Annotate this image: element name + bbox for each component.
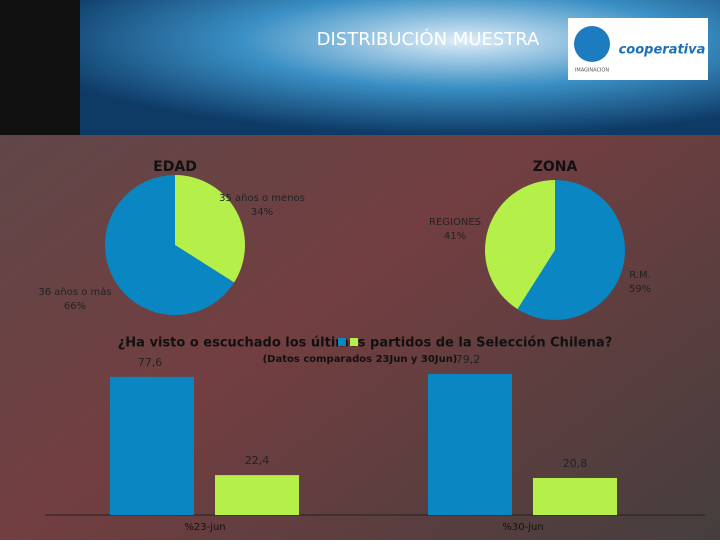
- value-label: 22,4: [245, 454, 270, 467]
- slice-label: REGIONES: [429, 217, 481, 228]
- chart-subtitle: (Datos comparados 23Jun y 30Jun): [263, 354, 458, 365]
- pie-slice: [175, 175, 245, 283]
- slice-value: 66%: [64, 301, 86, 312]
- logo-sub: IMAGINACION: [575, 68, 609, 74]
- logo-globe: [574, 26, 610, 62]
- bar: [533, 477, 617, 515]
- slice-value: 34%: [251, 207, 273, 218]
- value-label: 77,6: [138, 356, 163, 369]
- logo-text: cooperativa: [619, 43, 706, 58]
- x-tick-label: %30-jun: [502, 522, 543, 533]
- pie-slice: [517, 180, 625, 320]
- slice-label: 36 años o más: [38, 286, 111, 298]
- slice-value: 41%: [444, 231, 466, 242]
- pie-title: EDAD: [153, 159, 197, 175]
- legend-swatch: [338, 338, 346, 346]
- slide-title: DISTRIBUCIÓN MUESTRA: [317, 28, 540, 50]
- bar: [215, 475, 299, 515]
- bar: [428, 374, 512, 515]
- chart-title: ¿Ha visto o escuchado los últimos partid…: [118, 336, 613, 351]
- pie-slice: [104, 175, 235, 315]
- pie-slice: [484, 180, 555, 310]
- slice-label: 35 años o menos: [219, 193, 305, 204]
- bar: [110, 376, 194, 515]
- slice-value: 59%: [629, 284, 651, 295]
- value-label: 20,8: [563, 457, 588, 470]
- pie-title: ZONA: [533, 159, 578, 175]
- value-label: 79,2: [456, 353, 481, 366]
- slice-label: R.M.: [629, 270, 651, 281]
- x-tick-label: %23-jun: [184, 522, 225, 533]
- legend-swatch: [350, 338, 358, 346]
